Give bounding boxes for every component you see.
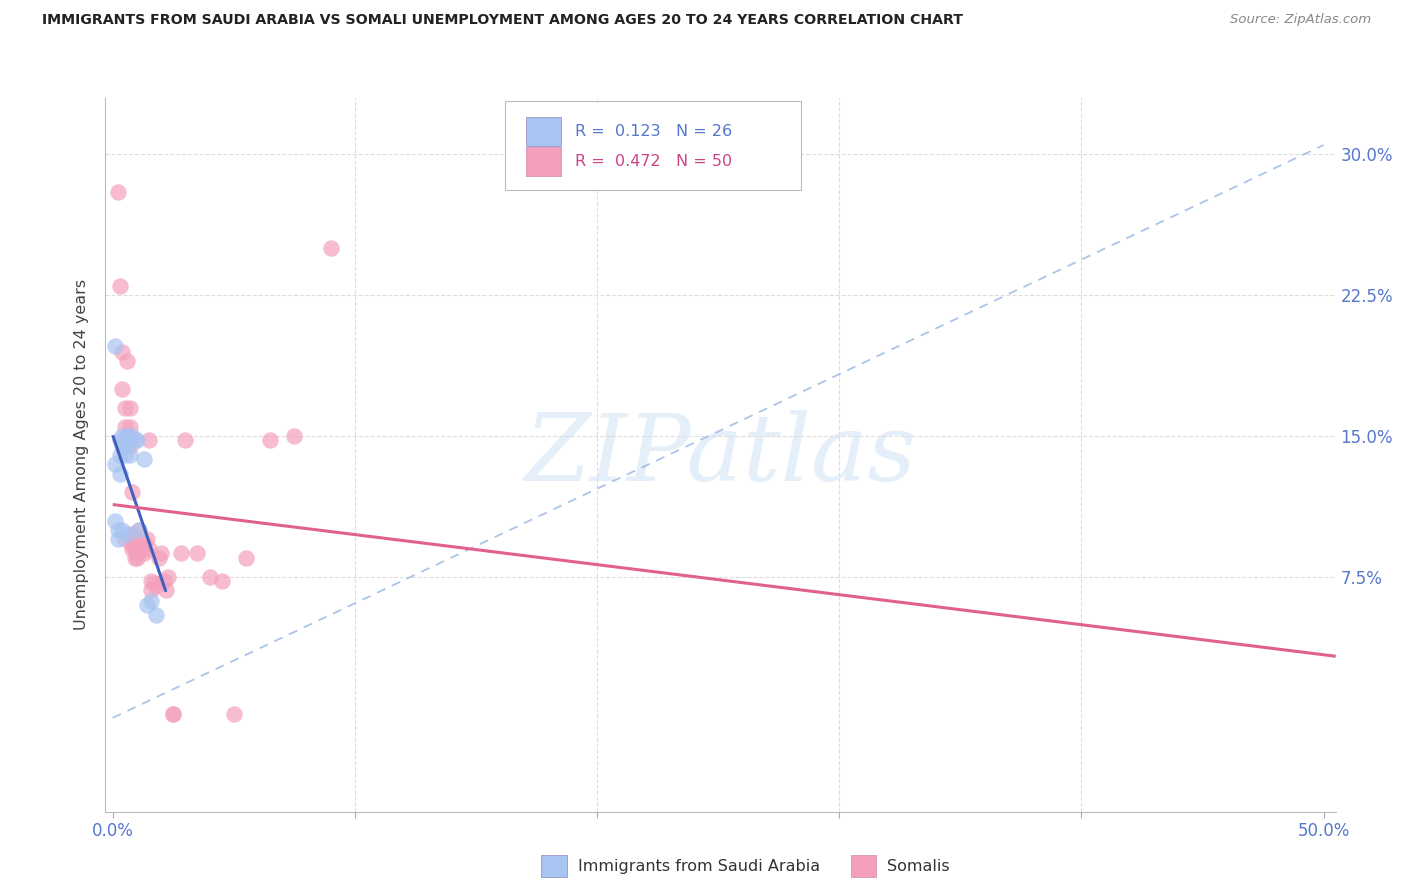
Point (121, 538, 143, 552)
Point (118, 433, 141, 447)
Point (125, 551, 148, 566)
Y-axis label: Unemployment Among Ages 20 to 24 years: Unemployment Among Ages 20 to 24 years (73, 279, 89, 631)
Point (141, 583, 163, 598)
Text: Somalis: Somalis (887, 859, 950, 873)
Point (155, 583, 177, 598)
Point (114, 448, 136, 462)
Point (141, 594, 163, 608)
Point (259, 433, 281, 447)
Point (121, 541, 143, 556)
Text: R =  0.472   N = 50: R = 0.472 N = 50 (575, 154, 733, 169)
Point (111, 523, 134, 537)
Point (124, 551, 146, 566)
Point (107, 185, 129, 199)
Point (162, 707, 184, 722)
Point (145, 579, 167, 593)
Point (283, 429, 305, 443)
Point (117, 429, 139, 443)
Point (150, 545, 173, 559)
Point (124, 433, 146, 447)
Point (104, 514, 127, 528)
Text: Immigrants from Saudi Arabia: Immigrants from Saudi Arabia (578, 859, 820, 873)
Point (114, 419, 136, 434)
Point (152, 574, 174, 588)
Point (124, 541, 146, 556)
Point (222, 707, 245, 722)
Point (162, 707, 184, 722)
Point (125, 545, 148, 559)
Point (108, 448, 131, 462)
Point (104, 458, 127, 472)
Point (131, 538, 153, 552)
Point (111, 344, 134, 359)
Point (121, 485, 143, 500)
Point (125, 433, 148, 447)
Point (157, 570, 180, 584)
Point (174, 433, 197, 447)
Point (114, 533, 136, 547)
Point (118, 438, 141, 452)
Point (319, 241, 342, 255)
Bar (526, 118, 561, 146)
Point (138, 433, 160, 447)
Point (198, 570, 221, 584)
Point (134, 451, 156, 466)
Point (111, 438, 134, 452)
Point (117, 429, 139, 443)
Point (108, 467, 131, 481)
Point (186, 545, 208, 559)
Point (142, 575, 165, 590)
Point (134, 545, 156, 559)
Point (118, 448, 141, 462)
Point (135, 598, 157, 612)
Point (114, 401, 136, 415)
Point (121, 429, 143, 443)
Point (141, 574, 163, 588)
Bar (526, 147, 561, 176)
Point (138, 541, 160, 556)
Point (108, 433, 131, 447)
Point (128, 523, 150, 537)
Point (107, 523, 129, 537)
Text: ZIPatlas: ZIPatlas (524, 410, 917, 500)
Point (121, 526, 143, 541)
Point (211, 574, 233, 588)
Text: R =  0.123   N = 26: R = 0.123 N = 26 (575, 124, 733, 139)
Point (117, 526, 139, 541)
Point (134, 536, 156, 550)
Point (118, 401, 141, 415)
Point (128, 523, 150, 537)
Point (135, 533, 157, 547)
Point (107, 533, 129, 547)
Point (104, 339, 127, 353)
Point (169, 545, 191, 559)
Point (108, 279, 131, 293)
Text: IMMIGRANTS FROM SAUDI ARABIA VS SOMALI UNEMPLOYMENT AMONG AGES 20 TO 24 YEARS CO: IMMIGRANTS FROM SAUDI ARABIA VS SOMALI U… (42, 13, 963, 28)
Point (111, 382, 134, 396)
Point (118, 419, 141, 434)
Point (124, 533, 146, 547)
Point (131, 541, 153, 556)
Point (235, 551, 257, 566)
Point (114, 433, 136, 447)
FancyBboxPatch shape (505, 101, 800, 190)
Text: Source: ZipAtlas.com: Source: ZipAtlas.com (1230, 13, 1371, 27)
Point (114, 438, 136, 452)
Point (117, 354, 139, 368)
Point (148, 551, 170, 566)
Point (111, 429, 134, 443)
Point (145, 607, 167, 622)
